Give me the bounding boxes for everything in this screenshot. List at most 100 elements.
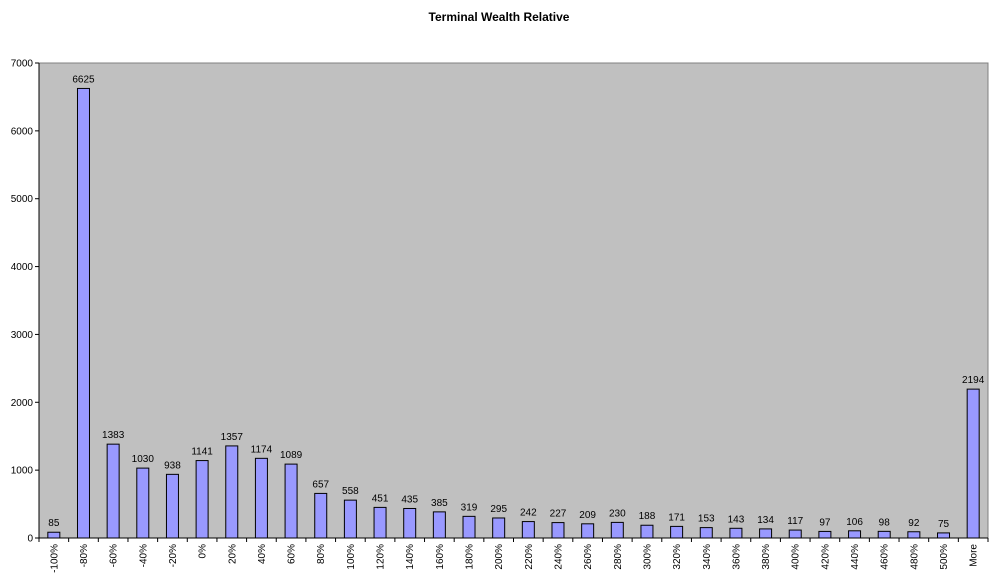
x-tick-label: 20%: [227, 544, 238, 564]
data-label: 451: [372, 493, 389, 504]
x-tick-label: -60%: [109, 544, 120, 567]
data-labels: 85 6625 1383 1030 938 1141 1357 1174 1089 657 558 4…: [48, 74, 984, 529]
y-tick-label: 0: [27, 534, 33, 545]
y-tick-label: 6000: [11, 126, 34, 137]
bar: [195, 460, 209, 539]
data-label: 188: [639, 511, 656, 522]
x-tick-label: 40%: [257, 544, 268, 564]
data-label: 1089: [280, 450, 303, 461]
y-tick-label: 1000: [11, 466, 34, 477]
bar: [610, 521, 624, 539]
bar: [47, 531, 61, 539]
x-axis: -100% -80% -60% -40% -20% 0% 20% 40% 60% 80% 100% 1…: [38, 537, 989, 573]
bar: [818, 530, 832, 539]
data-label: 1141: [191, 447, 213, 458]
x-tick-label: 80%: [316, 544, 327, 564]
x-tick-label: More: [969, 544, 980, 567]
bar: [907, 531, 921, 539]
x-tick-label: 340%: [702, 544, 713, 570]
bar: [254, 457, 268, 539]
bar: [136, 467, 150, 539]
data-label: 558: [342, 486, 359, 497]
bar: [106, 443, 120, 539]
x-tick-label: 400%: [791, 544, 802, 570]
x-tick-label: 240%: [553, 544, 564, 570]
bars: [47, 87, 980, 539]
bar: [699, 527, 713, 539]
plot-area: [38, 62, 989, 539]
x-tick-label: 300%: [642, 544, 653, 570]
x-tick-label: 480%: [909, 544, 920, 570]
data-label: 657: [312, 479, 329, 490]
data-label: 106: [846, 517, 863, 528]
x-tick-label: 60%: [287, 544, 298, 564]
y-tick-label: 7000: [11, 59, 34, 70]
y-axis: 0 1000 2000 3000 4000 5000 6000 7000: [11, 59, 40, 545]
x-tick-label: -80%: [79, 544, 90, 567]
data-label: 230: [609, 508, 626, 519]
x-tick-label: 460%: [880, 544, 891, 570]
bar: [788, 529, 802, 539]
bar: [432, 511, 446, 539]
data-label: 319: [461, 502, 478, 513]
y-tick-label: 3000: [11, 330, 34, 341]
bar: [343, 499, 357, 539]
data-label: 134: [757, 515, 774, 526]
bar: [581, 523, 595, 539]
data-label: 75: [938, 519, 950, 530]
y-tick-label: 4000: [11, 262, 34, 273]
data-label: 143: [728, 514, 745, 525]
x-tick-label: 500%: [939, 544, 950, 570]
x-tick-label: 180%: [465, 544, 476, 570]
x-tick-label: 440%: [850, 544, 861, 570]
data-label: 1383: [102, 430, 125, 441]
data-label: 117: [787, 516, 803, 527]
data-label: 385: [431, 498, 448, 509]
bar: [759, 528, 773, 539]
data-label: 1174: [251, 444, 273, 455]
x-tick-label: 420%: [820, 544, 831, 570]
data-label: 209: [579, 510, 596, 521]
x-tick-label: -20%: [168, 544, 179, 567]
bar: [966, 388, 980, 539]
x-tick-label: 260%: [583, 544, 594, 570]
data-label: 227: [550, 509, 567, 520]
data-label: 171: [668, 512, 685, 523]
data-label: 1030: [132, 454, 155, 465]
bar: [877, 530, 891, 539]
bar: [165, 473, 179, 539]
bar: [76, 87, 90, 539]
x-tick-label: -40%: [138, 544, 149, 567]
data-label: 938: [164, 460, 181, 471]
data-label: 6625: [72, 74, 95, 85]
x-tick-label: 120%: [376, 544, 387, 570]
bar: [373, 506, 387, 539]
bar: [314, 492, 328, 539]
data-label: 153: [698, 514, 715, 525]
data-label: 242: [520, 508, 537, 519]
bar: [848, 530, 862, 539]
x-tick-label: 0%: [198, 544, 209, 559]
y-tick-label: 2000: [11, 398, 34, 409]
bar: [492, 517, 506, 539]
x-tick-label: 140%: [405, 544, 416, 570]
y-tick-label: 5000: [11, 194, 34, 205]
x-tick-label: 220%: [524, 544, 535, 570]
bar: [403, 507, 417, 539]
data-label: 435: [401, 494, 418, 505]
x-tick-label: 280%: [613, 544, 624, 570]
bar: [225, 445, 239, 539]
bar: [729, 527, 743, 539]
bar: [521, 521, 535, 539]
x-tick-label: 160%: [435, 544, 446, 570]
data-label: 97: [819, 517, 831, 528]
data-label: 98: [879, 517, 891, 528]
x-tick-label: 100%: [346, 544, 357, 570]
bar: [670, 525, 684, 539]
x-tick-label: 320%: [672, 544, 683, 570]
data-label: 85: [48, 518, 60, 529]
data-label: 92: [908, 518, 920, 529]
x-tick-label: 200%: [494, 544, 505, 570]
data-label: 1357: [221, 432, 244, 443]
